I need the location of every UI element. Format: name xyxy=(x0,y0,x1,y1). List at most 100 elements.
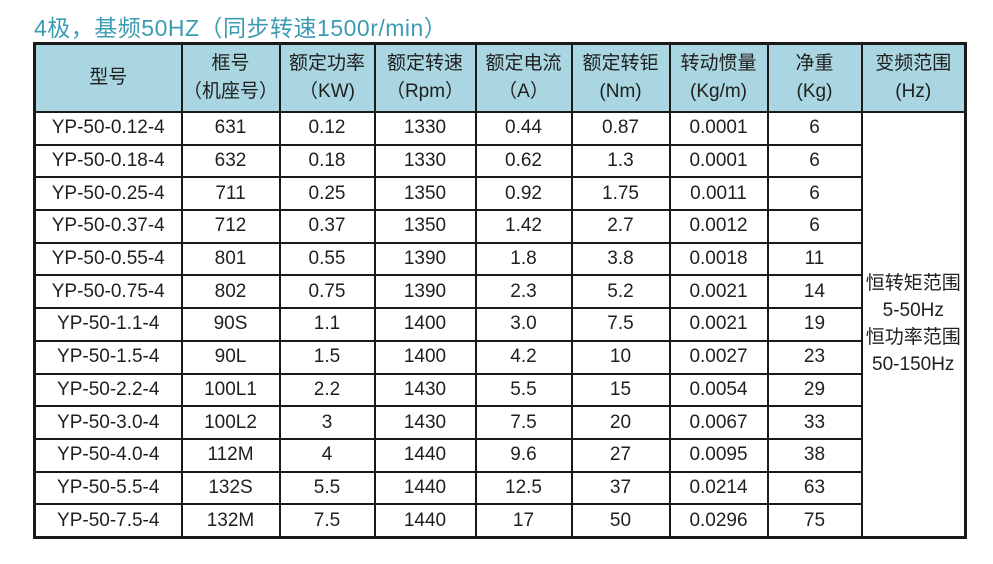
column-header-unit: （KW) xyxy=(299,81,355,102)
table-cell: 0.0021 xyxy=(668,274,769,310)
table-row: YP-50-0.25-4 711 0.25 1350 0.92 1.75 0.0011 6 xyxy=(33,176,966,212)
table-cell: 3 xyxy=(278,405,376,440)
table-cell: 0.0001 xyxy=(668,143,769,179)
table-cell: 90L xyxy=(180,339,281,375)
column-header-unit: (Kg) xyxy=(796,81,833,102)
frequency-range-note-line: 5-50Hz xyxy=(882,300,944,322)
table-row: YP-50-0.18-4 632 0.18 1330 0.62 1.3 0.0001 6 xyxy=(33,143,966,179)
table-cell: 5.5 xyxy=(474,372,573,408)
table-cell: 4 xyxy=(278,437,376,473)
table-cell: YP-50-0.18-4 xyxy=(33,143,183,179)
column-header-unit: （A） xyxy=(498,81,549,102)
table-cell: 1440 xyxy=(373,503,477,539)
table-cell: 1440 xyxy=(373,437,477,473)
table-cell: 712 xyxy=(180,209,281,244)
table-cell: 1400 xyxy=(373,339,477,375)
table-cell: YP-50-2.2-4 xyxy=(33,372,183,408)
column-header-unit: (Kg/m) xyxy=(690,81,747,102)
column-header-label: 变频范围 xyxy=(875,53,952,74)
table-cell: YP-50-4.0-4 xyxy=(33,437,183,473)
table-cell: 0.0054 xyxy=(668,372,769,408)
column-header-label: 额定功率 xyxy=(288,53,365,74)
table-cell: 0.62 xyxy=(474,143,573,179)
table-cell: 0.0021 xyxy=(668,307,769,342)
table-row: YP-50-3.0-4 100L2 3 1430 7.5 20 0.0067 33 xyxy=(33,405,966,440)
table-cell: 12.5 xyxy=(474,470,573,506)
column-header-unit: (Nm) xyxy=(599,81,642,102)
table-cell: YP-50-1.1-4 xyxy=(33,307,183,342)
table-cell: 23 xyxy=(766,339,863,375)
table-cell: 63 xyxy=(766,470,863,506)
table-cell: 0.18 xyxy=(278,143,376,179)
table-cell: 0.0214 xyxy=(668,470,769,506)
table-cell: 0.0095 xyxy=(668,437,769,473)
table-row: YP-50-7.5-4 132M 7.5 1440 17 50 0.0296 75 xyxy=(33,503,966,539)
table-cell: 0.87 xyxy=(570,111,671,146)
table-cell: 631 xyxy=(180,111,281,146)
table-header-row: 型号 框号 （机座号） 额定功率 （KW) 额定转速 （Rpm） 额定电流 xyxy=(33,42,967,113)
table-cell: YP-50-0.75-4 xyxy=(33,274,183,310)
table-cell: 1.75 xyxy=(570,176,671,212)
frequency-range-note: 恒转矩范围 5-50Hz 恒功率范围 50-150Hz xyxy=(860,110,967,539)
table-cell: 2.2 xyxy=(278,372,376,408)
table-cell: 10 xyxy=(570,339,671,375)
table-cell: 1430 xyxy=(373,372,477,408)
table-row: YP-50-2.2-4 100L1 2.2 1430 5.5 15 0.0054 29 xyxy=(33,372,966,408)
table-cell: 1440 xyxy=(373,470,477,506)
table-cell: 100L2 xyxy=(180,405,281,440)
table-cell: 2.3 xyxy=(474,274,573,310)
table-cell: 1.42 xyxy=(474,209,573,244)
table-cell: 0.25 xyxy=(278,176,376,212)
table-cell: 1.8 xyxy=(474,241,573,277)
column-header-label: 框号 xyxy=(211,53,250,74)
table-cell: YP-50-0.37-4 xyxy=(33,209,183,244)
table-cell: 0.37 xyxy=(278,209,376,244)
table-cell: 0.92 xyxy=(474,176,573,212)
table-cell: 90S xyxy=(180,307,281,342)
table-cell: 14 xyxy=(766,274,863,310)
table-row: YP-50-1.5-4 90L 1.5 1400 4.2 10 0.0027 23 xyxy=(33,339,966,375)
table-cell: 7.5 xyxy=(278,503,376,539)
column-header-label: 净重 xyxy=(795,53,834,74)
table-cell: 1390 xyxy=(373,274,477,310)
table-cell: 1330 xyxy=(373,111,477,146)
column-header-label: 额定转速 xyxy=(386,53,463,74)
table-cell: 6 xyxy=(766,176,863,212)
table-cell: 0.0027 xyxy=(668,339,769,375)
table-cell: YP-50-0.55-4 xyxy=(33,241,183,277)
table-cell: YP-50-3.0-4 xyxy=(33,405,183,440)
table-row: YP-50-0.55-4 801 0.55 1390 1.8 3.8 0.0018 11 xyxy=(33,241,966,277)
column-header-rated-current: 额定电流 （A） xyxy=(474,42,573,113)
column-header-frame: 框号 （机座号） xyxy=(180,42,281,113)
table-cell: 5.5 xyxy=(278,470,376,506)
table-row: YP-50-0.37-4 712 0.37 1350 1.42 2.7 0.0012 6 xyxy=(33,209,966,244)
table-row: YP-50-0.12-4 631 0.12 1330 0.44 0.87 0.0001 6 恒转… xyxy=(33,110,967,539)
table-cell: 1330 xyxy=(373,143,477,179)
table-cell: 0.0011 xyxy=(668,176,769,212)
table-cell: 1350 xyxy=(373,176,477,212)
table-cell: 132S xyxy=(180,470,281,506)
column-header-model: 型号 xyxy=(33,42,183,113)
table-cell: 1400 xyxy=(373,307,477,342)
table-row: YP-50-4.0-4 112M 4 1440 9.6 27 0.0095 38 xyxy=(33,437,966,473)
table-row: YP-50-5.5-4 132S 5.5 1440 12.5 37 0.0214 63 xyxy=(33,470,966,506)
column-header-label: 额定转钜 xyxy=(582,53,659,74)
table-cell: 1.3 xyxy=(570,143,671,179)
table-cell: 6 xyxy=(766,143,863,179)
table-body: YP-50-0.12-4 631 0.12 1330 0.44 0.87 0.0001 6 恒转… xyxy=(33,110,967,539)
table-cell: YP-50-7.5-4 xyxy=(33,503,183,539)
table-cell: 0.0001 xyxy=(668,111,769,146)
column-header-unit: （Rpm） xyxy=(385,81,465,102)
column-header-label: 转动惯量 xyxy=(680,53,757,74)
table-cell: YP-50-0.12-4 xyxy=(33,111,183,146)
table-cell: 132M xyxy=(180,503,281,539)
table-cell: 7.5 xyxy=(570,307,671,342)
column-header-label: 额定电流 xyxy=(485,53,562,74)
table-cell: 6 xyxy=(766,111,863,146)
motor-spec-table: 型号 框号 （机座号） 额定功率 （KW) 额定转速 （Rpm） 额定电流 xyxy=(33,42,967,539)
table-cell: 19 xyxy=(766,307,863,342)
table-cell: 0.55 xyxy=(278,241,376,277)
table-cell: 3.8 xyxy=(570,241,671,277)
table-cell: 1350 xyxy=(373,209,477,244)
